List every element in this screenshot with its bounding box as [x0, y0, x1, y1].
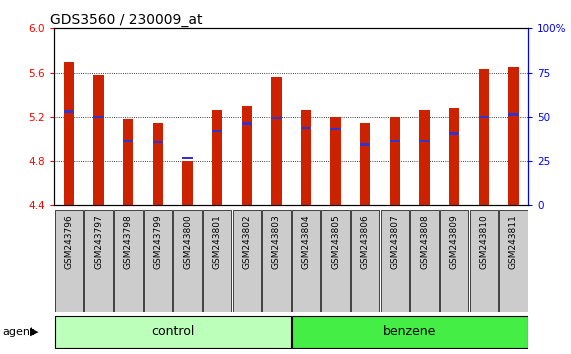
FancyBboxPatch shape: [114, 210, 143, 312]
Text: GSM243811: GSM243811: [509, 214, 518, 269]
Bar: [152, 141, 163, 143]
Text: GSM243802: GSM243802: [242, 214, 251, 269]
Text: GSM243808: GSM243808: [420, 214, 429, 269]
FancyBboxPatch shape: [85, 210, 113, 312]
Text: GSM243798: GSM243798: [124, 214, 133, 269]
FancyBboxPatch shape: [144, 210, 172, 312]
Bar: [94, 75, 104, 205]
FancyBboxPatch shape: [203, 210, 231, 312]
Bar: [182, 161, 193, 205]
Bar: [212, 130, 222, 132]
FancyBboxPatch shape: [440, 210, 468, 312]
FancyBboxPatch shape: [381, 210, 409, 312]
Bar: [271, 117, 282, 119]
Bar: [449, 108, 459, 205]
Bar: [389, 117, 400, 205]
Text: GSM243801: GSM243801: [212, 214, 222, 269]
Text: control: control: [151, 325, 194, 338]
FancyBboxPatch shape: [55, 210, 83, 312]
FancyBboxPatch shape: [292, 210, 320, 312]
Bar: [508, 113, 518, 116]
Bar: [242, 106, 252, 205]
Text: GSM243804: GSM243804: [301, 214, 311, 269]
FancyBboxPatch shape: [321, 210, 350, 312]
Bar: [64, 110, 74, 113]
Bar: [55, 316, 291, 348]
FancyBboxPatch shape: [351, 210, 380, 312]
FancyBboxPatch shape: [232, 210, 261, 312]
Text: GSM243799: GSM243799: [154, 214, 162, 269]
Bar: [449, 132, 459, 135]
Bar: [331, 117, 341, 205]
Bar: [419, 110, 430, 205]
Bar: [301, 110, 311, 205]
FancyBboxPatch shape: [262, 210, 291, 312]
Bar: [478, 69, 489, 205]
Text: GSM243803: GSM243803: [272, 214, 281, 269]
Bar: [212, 110, 222, 205]
FancyBboxPatch shape: [174, 210, 202, 312]
Bar: [123, 140, 134, 142]
FancyBboxPatch shape: [469, 210, 498, 312]
Bar: [242, 122, 252, 125]
Text: GSM243797: GSM243797: [94, 214, 103, 269]
Text: agent: agent: [3, 327, 35, 337]
Bar: [271, 77, 282, 205]
FancyBboxPatch shape: [411, 210, 439, 312]
Bar: [94, 116, 104, 118]
Text: ▶: ▶: [30, 327, 38, 337]
Bar: [360, 143, 371, 146]
Text: benzene: benzene: [383, 325, 436, 338]
Text: GSM243800: GSM243800: [183, 214, 192, 269]
Bar: [292, 316, 528, 348]
Bar: [360, 124, 371, 205]
Bar: [301, 127, 311, 129]
Bar: [331, 128, 341, 130]
Bar: [123, 119, 134, 205]
Text: GSM243809: GSM243809: [449, 214, 459, 269]
Bar: [64, 62, 74, 205]
Text: GSM243796: GSM243796: [65, 214, 74, 269]
Text: GSM243810: GSM243810: [479, 214, 488, 269]
Bar: [508, 67, 518, 205]
Bar: [152, 124, 163, 205]
Bar: [389, 140, 400, 142]
Bar: [419, 140, 430, 142]
Text: GSM243806: GSM243806: [361, 214, 370, 269]
Text: GDS3560 / 230009_at: GDS3560 / 230009_at: [50, 13, 202, 27]
FancyBboxPatch shape: [499, 210, 528, 312]
Bar: [478, 116, 489, 118]
Text: GSM243805: GSM243805: [331, 214, 340, 269]
Bar: [182, 156, 193, 159]
Text: GSM243807: GSM243807: [391, 214, 399, 269]
